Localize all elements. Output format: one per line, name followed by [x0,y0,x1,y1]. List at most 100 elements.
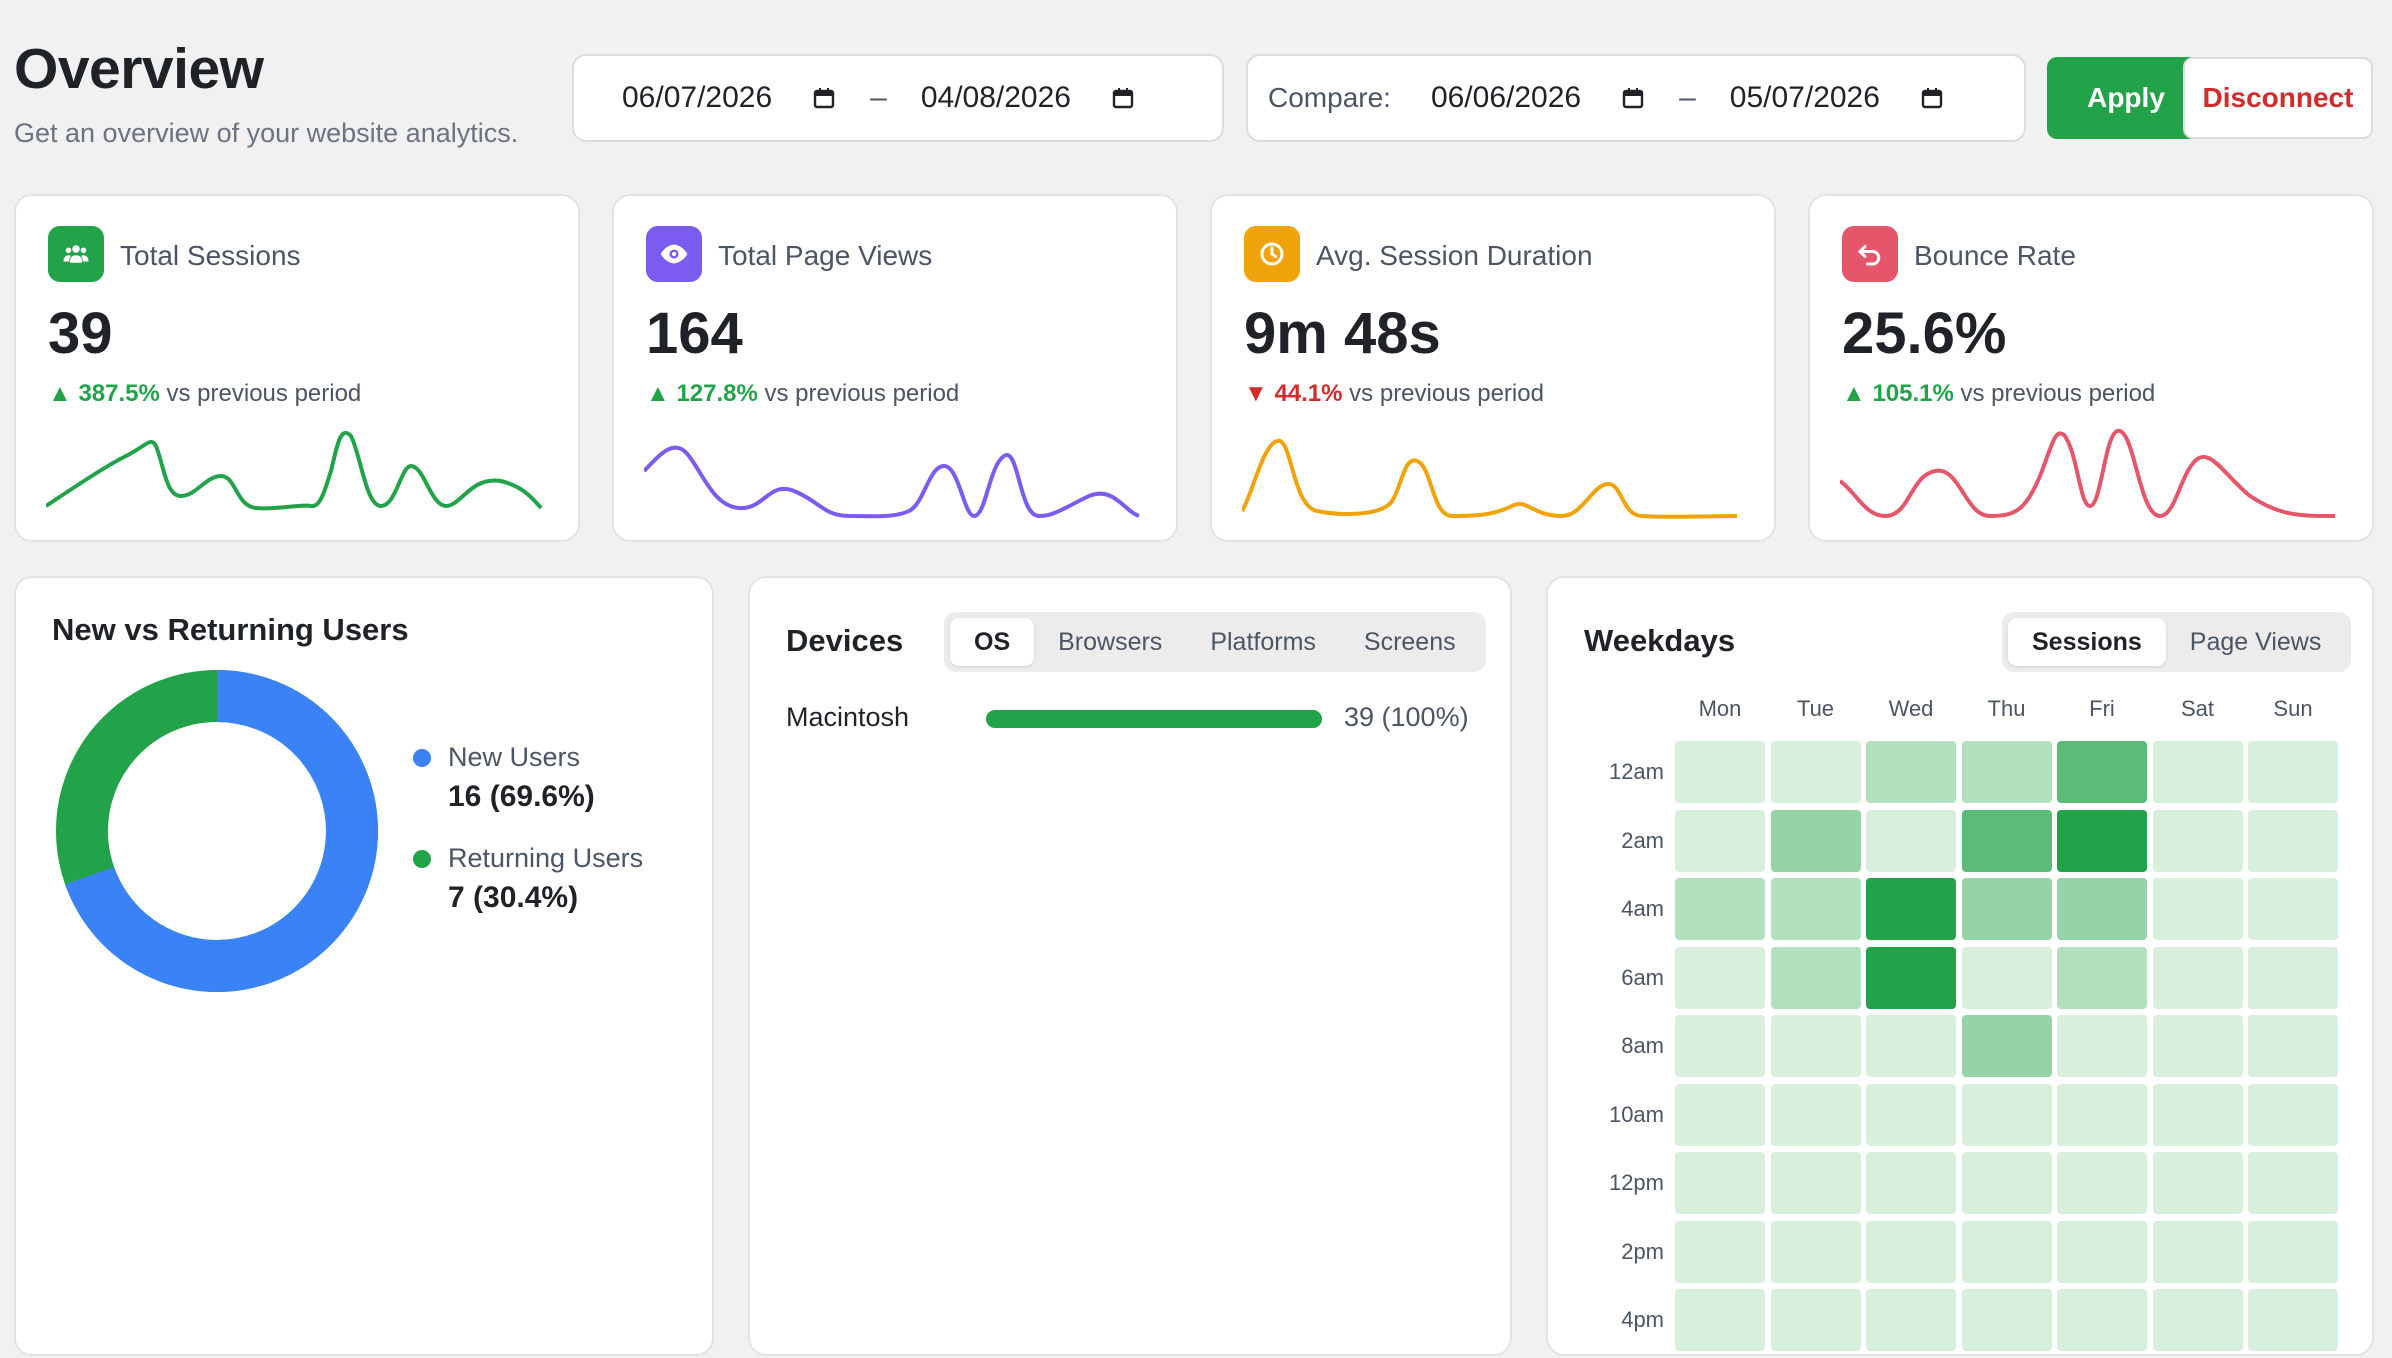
users-panel: New vs Returning Users New Users 16 (69.… [14,576,714,1356]
heatmap-cell[interactable] [1866,1289,1956,1351]
stat-delta: ▼ 44.1% vs previous period [1244,380,1544,408]
heatmap-cell[interactable] [1675,878,1765,940]
delta-percent: 44.1% [1274,380,1343,407]
heatmap-cell[interactable] [2057,809,2147,872]
trend-down-icon: ▼ [1244,380,1268,407]
heatmap-cell[interactable] [2057,878,2147,940]
tab-os[interactable]: OS [950,618,1035,666]
heatmap-cell[interactable] [2057,1015,2147,1077]
heatmap-cell[interactable] [2057,741,2147,803]
heatmap-cell[interactable] [1770,741,1861,803]
heatmap-cell[interactable] [1770,809,1861,872]
heatmap-cell[interactable] [2152,1152,2243,1214]
heatmap-cell[interactable] [2248,946,2338,1009]
heatmap-cell[interactable] [2057,1289,2147,1351]
heatmap-cell[interactable] [1675,1015,1765,1077]
heatmap-cell[interactable] [1961,1083,2052,1146]
stat-card-session-duration: Avg. Session Duration 9m 48s ▼ 44.1% vs … [1210,194,1776,542]
heatmap-cell[interactable] [1675,809,1765,872]
heatmap-cell[interactable] [1770,1083,1861,1146]
heatmap-cell[interactable] [1961,1289,2052,1351]
date-range-picker[interactable]: 06/07/2026 – 04/08/2026 [572,54,1224,142]
heatmap-cell[interactable] [2152,809,2243,872]
return-icon [1842,226,1898,282]
disconnect-button[interactable]: Disconnect [2183,57,2373,139]
calendar-icon[interactable] [1621,86,1645,110]
calendar-icon[interactable] [1920,86,1944,110]
heatmap-cell[interactable] [1866,809,1956,872]
heatmap-cell[interactable] [2152,1015,2243,1077]
heatmap-cell[interactable] [1675,1289,1765,1351]
users-icon [48,226,104,282]
trend-up-icon: ▲ [646,380,670,407]
heatmap-cell[interactable] [1675,1220,1765,1283]
heatmap-cell[interactable] [2152,741,2243,803]
tab-sessions[interactable]: Sessions [2008,618,2166,666]
device-value: 39 (100%) [1344,702,1469,732]
heatmap-cell[interactable] [1866,1152,1956,1214]
heatmap-cell[interactable] [2248,809,2338,872]
heatmap-cell[interactable] [1961,946,2052,1009]
heatmap-cell[interactable] [1961,809,2052,872]
heatmap-cell[interactable] [1866,1220,1956,1283]
heatmap-cell[interactable] [2248,1083,2338,1146]
heatmap-cell[interactable] [2248,878,2338,940]
returning-users-value: 7 (30.4%) [448,881,579,914]
heatmap-cell[interactable] [1961,1220,2052,1283]
heatmap-cell[interactable] [1866,878,1956,940]
heatmap-cell[interactable] [1770,1289,1861,1351]
heatmap-cell[interactable] [1770,1015,1861,1077]
heatmap-cell[interactable] [2152,946,2243,1009]
heatmap-cell[interactable] [1770,1220,1861,1283]
apply-button[interactable]: Apply [2047,57,2205,139]
heatmap-cell[interactable] [2152,1289,2243,1351]
tab-browsers[interactable]: Browsers [1058,627,1163,656]
heatmap-cell[interactable] [1961,741,2052,803]
tab-screens[interactable]: Screens [1363,627,1456,656]
heatmap-cell[interactable] [1866,1015,1956,1077]
heatmap-cell[interactable] [2248,1015,2338,1077]
compare-start-input[interactable]: 06/06/2026 [1430,81,1582,114]
page-views-sparkline [644,445,1140,519]
tab-page-views[interactable]: Page Views [2189,627,2322,656]
heatmap-cell[interactable] [1770,946,1861,1009]
heatmap-cell[interactable] [1961,1152,2052,1214]
range-start-input[interactable]: 06/07/2026 [622,81,773,114]
heatmap-cell[interactable] [2152,1220,2243,1283]
heatmap-cell[interactable] [1961,878,2052,940]
heatmap-cell[interactable] [2248,741,2338,803]
heatmap-cell[interactable] [1675,946,1765,1009]
heatmap-cell[interactable] [2248,1152,2338,1214]
compare-separator: – [1679,81,1696,114]
heatmap-cell[interactable] [2057,946,2147,1009]
heatmap-cell[interactable] [1770,1152,1861,1214]
heatmap-cell[interactable] [1866,741,1956,803]
calendar-icon[interactable] [812,86,836,110]
returning-users-label: Returning Users [448,843,644,873]
heatmap-cell[interactable] [2057,1083,2147,1146]
heatmap-cell[interactable] [2152,878,2243,940]
calendar-icon[interactable] [1111,86,1135,110]
heatmap-cell[interactable] [2057,1220,2147,1283]
heatmap-cell[interactable] [1675,1083,1765,1146]
heatmap-cell[interactable] [1675,1152,1765,1214]
heatmap-row-label: 12pm [1608,1170,1664,1195]
heatmap-cell[interactable] [1866,1083,1956,1146]
heatmap-cell[interactable] [1770,878,1861,940]
device-bar-track [986,710,1322,728]
heatmap-cell[interactable] [2057,1152,2147,1214]
delta-suffix: vs previous period [764,380,960,407]
compare-range-picker[interactable]: Compare: 06/06/2026 – 05/07/2026 [1246,54,2026,142]
device-bar-fill [986,710,1322,728]
heatmap-cell[interactable] [1961,1015,2052,1077]
compare-end-input[interactable]: 05/07/2026 [1729,81,1880,114]
tab-platforms[interactable]: Platforms [1210,627,1316,656]
trend-up-icon: ▲ [1842,380,1866,407]
weekdays-panel: Weekdays Sessions Page Views Mon Tue Wed Th… [1546,576,2374,1356]
heatmap-cell[interactable] [2152,1083,2243,1146]
heatmap-cell[interactable] [2248,1220,2338,1283]
heatmap-cell[interactable] [2248,1289,2338,1351]
heatmap-cell[interactable] [1866,946,1956,1009]
heatmap-cell[interactable] [1675,741,1765,803]
range-end-input[interactable]: 04/08/2026 [920,81,1071,114]
